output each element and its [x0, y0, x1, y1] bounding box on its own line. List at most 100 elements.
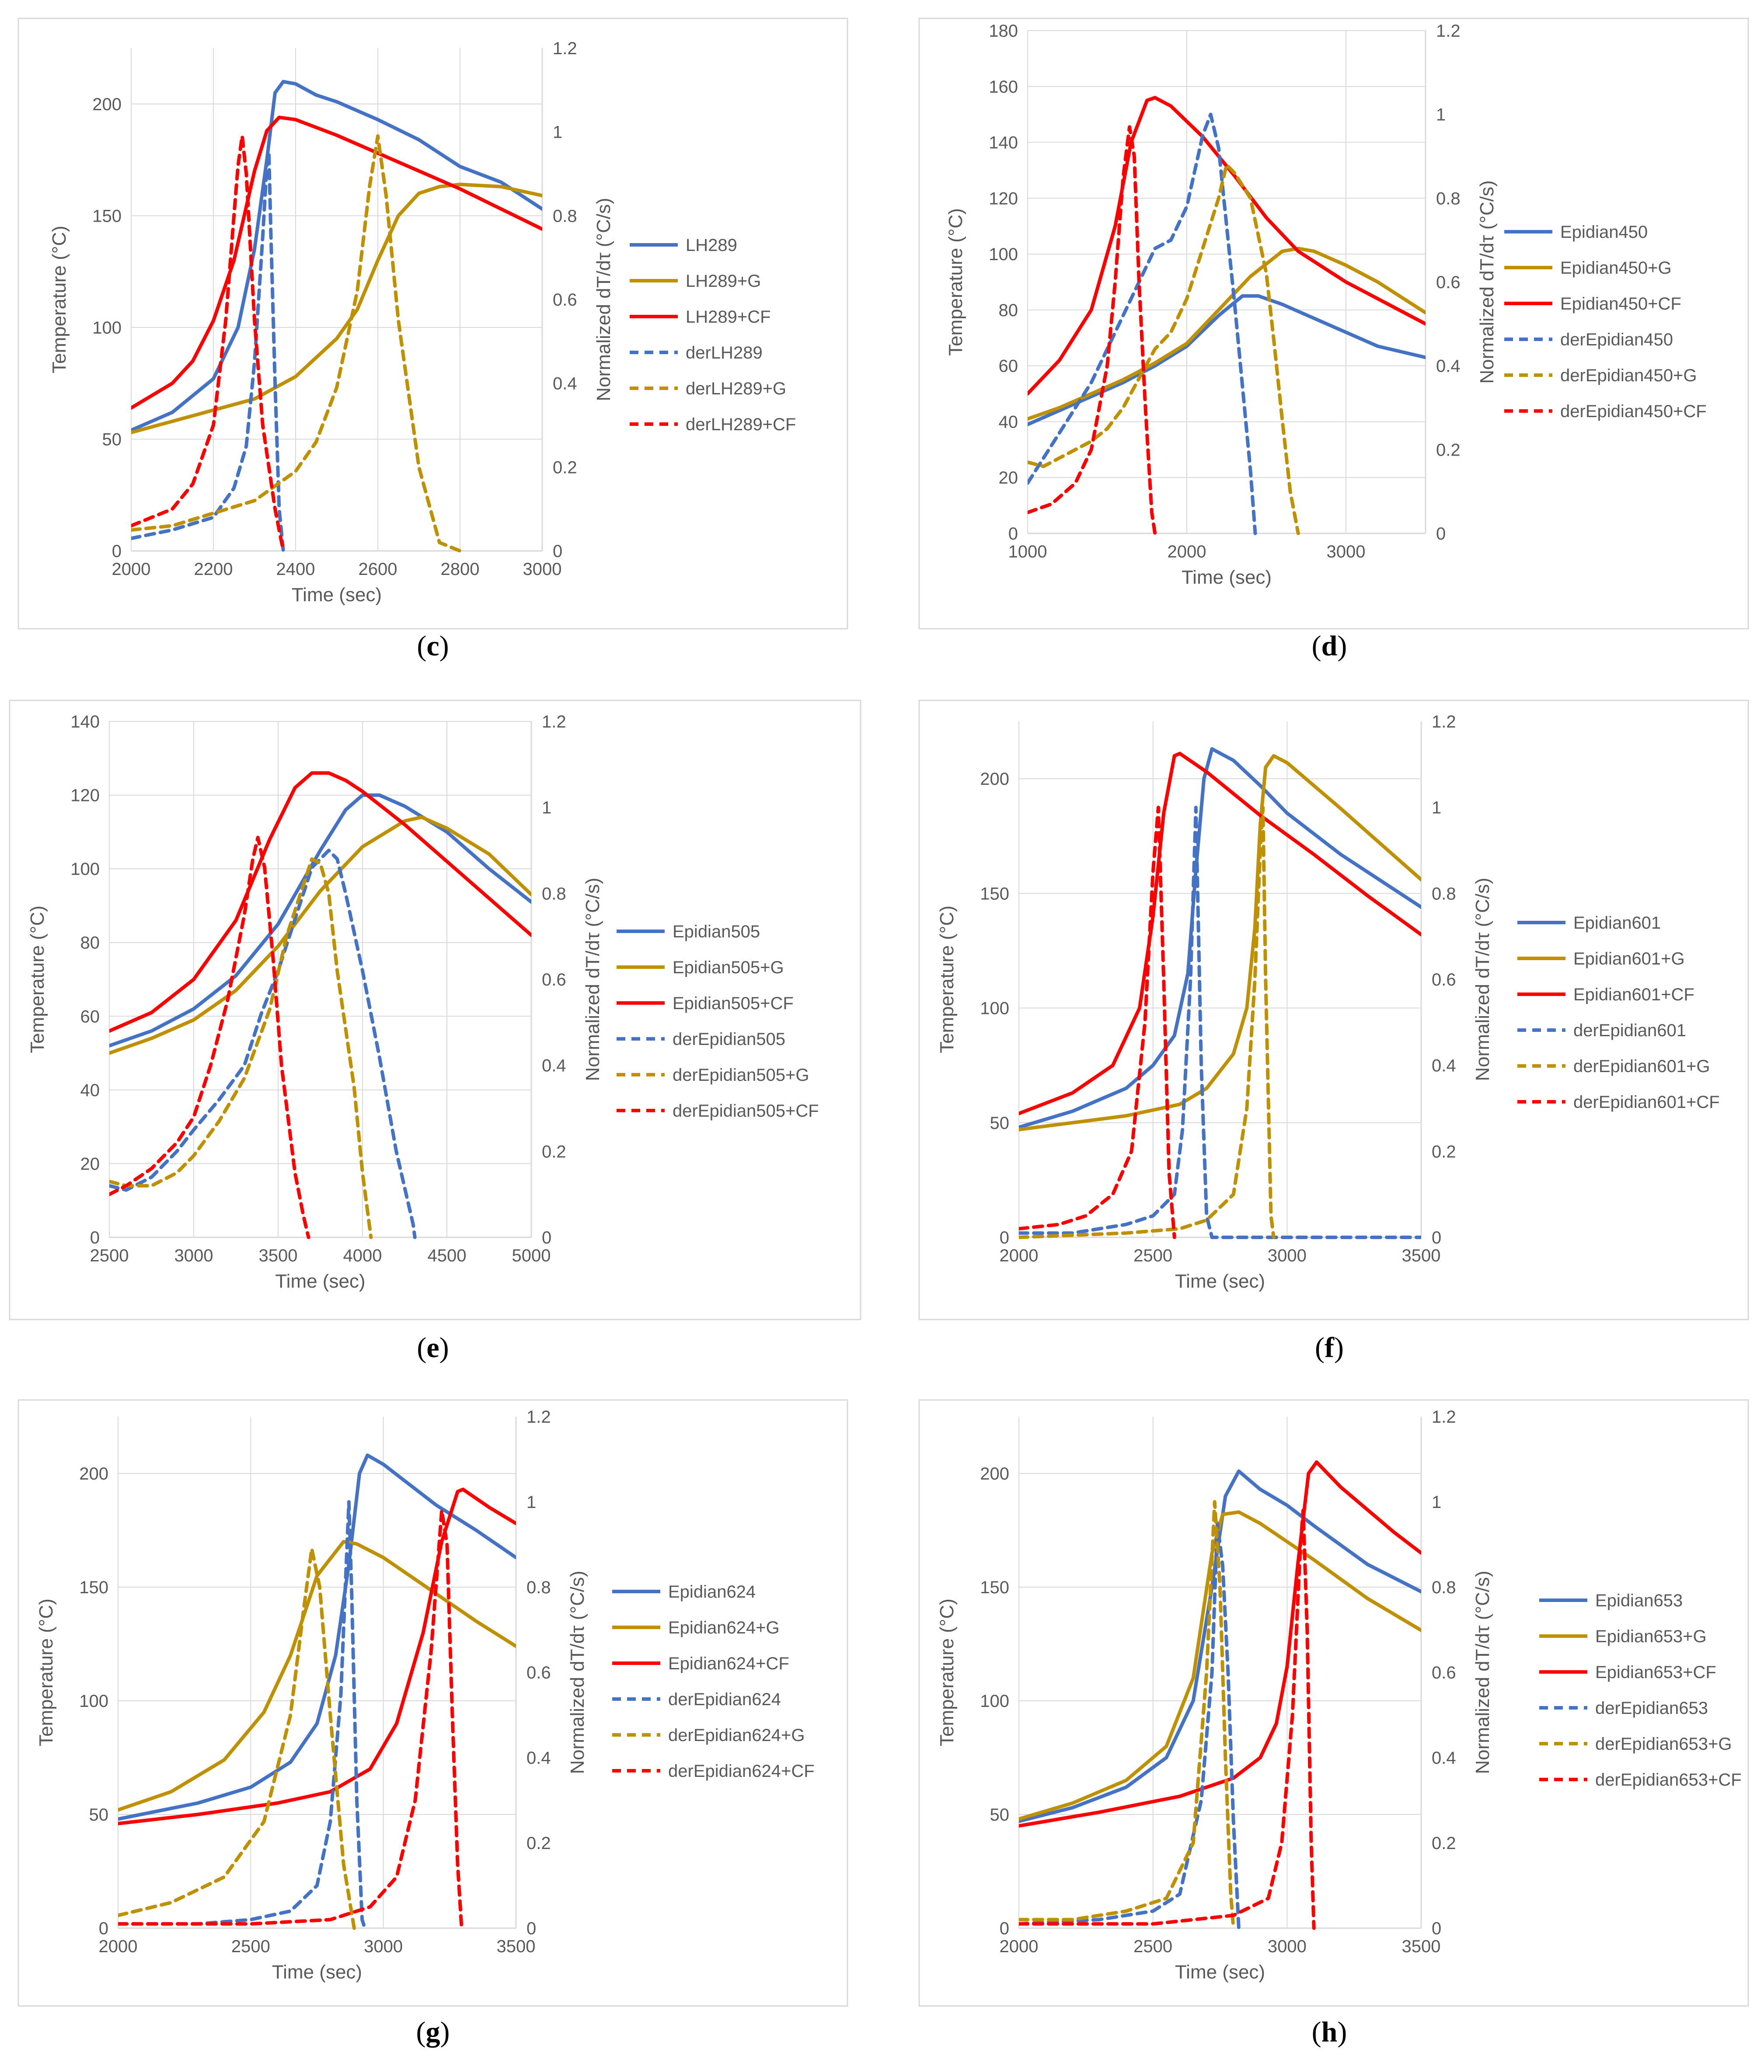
- y-tick-label: 100: [70, 860, 100, 879]
- y-tick-label: 150: [92, 206, 122, 226]
- y-tick-label: 0: [1008, 524, 1018, 543]
- y2-tick-label: 0.8: [1432, 884, 1456, 903]
- y-axis-title: Temperature (°C): [945, 208, 966, 356]
- series-line-Epidian653+G: [1019, 1510, 1421, 1821]
- series-line-Epidian653+CF: [1019, 1460, 1421, 1828]
- y2-tick-label: 0.2: [1432, 1834, 1456, 1853]
- legend-label: derEpidian505+CF: [673, 1101, 819, 1121]
- x-tick-label: 3000: [174, 1246, 213, 1265]
- y-tick-label: 0: [99, 1919, 108, 1938]
- y2-tick-label: 1: [1436, 105, 1446, 125]
- y2-tick-label: 1: [1432, 1493, 1441, 1512]
- y2-tick-label: 1: [553, 123, 562, 142]
- x-tick-label: 2800: [441, 560, 480, 579]
- series-line-derEpidian450+CF: [1028, 125, 1157, 535]
- y2-axis-title: Normalized dT/dτ (°C/s): [567, 1571, 588, 1774]
- y-tick-label: 50: [990, 1805, 1010, 1825]
- legend-label: derEpidian653+CF: [1595, 1770, 1742, 1790]
- legend-label: derEpidian450+G: [1560, 366, 1697, 385]
- x-tick-label: 3500: [1402, 1937, 1441, 1956]
- y-tick-label: 80: [80, 933, 100, 953]
- y-axis-title: Temperature (°C): [27, 905, 48, 1053]
- x-axis-title: Time (sec): [1175, 1961, 1265, 1983]
- y2-tick-label: 0.8: [1432, 1578, 1456, 1597]
- x-tick-label: 2500: [231, 1937, 270, 1956]
- x-tick-label: 2500: [1133, 1937, 1172, 1956]
- x-tick-label: 2500: [90, 1246, 129, 1265]
- y2-tick-label: 0: [1436, 524, 1446, 543]
- x-axis-title: Time (sec): [275, 1271, 365, 1292]
- x-tick-label: 3000: [1327, 542, 1366, 561]
- y2-tick-label: 1.2: [1436, 21, 1461, 41]
- y2-tick-label: 0.6: [542, 970, 566, 989]
- x-tick-label: 4000: [343, 1246, 382, 1265]
- legend-label: derEpidian624+G: [668, 1726, 805, 1745]
- y2-axis-title: Normalized dT/dτ (°C/s): [593, 198, 614, 401]
- y2-tick-label: 0.2: [542, 1142, 566, 1161]
- y-tick-label: 200: [92, 95, 122, 114]
- series-line-Epidian624+CF: [118, 1487, 516, 1825]
- y-tick-label: 150: [79, 1578, 108, 1597]
- x-tick-label: 3500: [1402, 1246, 1441, 1265]
- legend-label: derEpidian450+CF: [1560, 402, 1707, 421]
- legend-label: Epidian505+CF: [673, 994, 794, 1013]
- legend-label: derEpidian601: [1573, 1021, 1686, 1040]
- legend-label: derEpidian601+CF: [1573, 1093, 1720, 1112]
- legend-label: Epidian624+CF: [668, 1654, 789, 1673]
- y-tick-label: 50: [102, 430, 122, 449]
- series-line-LH289+CF: [131, 115, 542, 410]
- series-line-Epidian624: [118, 1453, 516, 1821]
- series-line-Epidian505: [109, 793, 531, 1048]
- chart-panel-g: 2000 2500 3000 3500 0 50 100 150 200 0 0.2 0.4 0.6 0.…: [17, 1399, 848, 2007]
- y-tick-label: 140: [989, 133, 1018, 153]
- y2-tick-label: 0: [542, 1228, 551, 1247]
- series-line-derEpidian601+G: [1019, 805, 1276, 1239]
- legend-label: Epidian505: [673, 922, 760, 941]
- series-line-derLH289+CF: [131, 134, 285, 553]
- y2-tick-label: 0.4: [1432, 1748, 1456, 1768]
- legend-label: derLH289: [686, 343, 763, 362]
- chart-c: 2000 2200 2400 2600 2800 300005010015020000.2…: [17, 17, 848, 630]
- series-line-Epidian450: [1028, 294, 1426, 426]
- legend-label: Epidian624+G: [668, 1618, 780, 1637]
- legend-label: Epidian653+G: [1595, 1627, 1707, 1646]
- y2-tick-label: 0: [526, 1919, 536, 1938]
- x-tick-label: 3000: [1268, 1246, 1307, 1265]
- chart-panel-e: 2500 3000 3500 4000 4500 5000 0 20 40 60 80 100 120 1…: [9, 700, 861, 1320]
- legend-label: derLH289+CF: [686, 415, 796, 434]
- y-axis-title: Temperature (°C): [49, 226, 70, 373]
- y2-tick-label: 0: [1432, 1228, 1441, 1247]
- y2-tick-label: 0.6: [553, 290, 577, 310]
- series-line-Epidian601: [1019, 747, 1421, 1129]
- legend-label: Epidian450: [1560, 223, 1648, 242]
- caption-c: (c): [417, 630, 449, 662]
- y-tick-label: 0: [1000, 1919, 1009, 1938]
- legend-label: Epidian450+CF: [1560, 294, 1681, 313]
- x-axis-title: Time (sec): [292, 584, 382, 606]
- x-axis-title: Time (sec): [1182, 567, 1272, 588]
- series-line-derLH289+G: [131, 134, 462, 553]
- x-tick-label: 2400: [276, 560, 315, 579]
- x-axis-title: Time (sec): [272, 1961, 362, 1983]
- caption-g: (g): [416, 2016, 450, 2048]
- y2-tick-label: 0.2: [1436, 440, 1461, 460]
- y-tick-label: 140: [70, 712, 100, 731]
- y2-tick-label: 1.2: [1432, 712, 1456, 731]
- chart-border: [17, 17, 848, 630]
- x-tick-label: 4500: [428, 1246, 467, 1265]
- legend-label: derEpidian653: [1595, 1699, 1708, 1718]
- y-tick-label: 0: [90, 1228, 100, 1247]
- legend-label: Epidian624: [668, 1582, 756, 1602]
- legend-label: Epidian450+G: [1560, 258, 1672, 278]
- y-axis-title: Temperature (°C): [936, 905, 958, 1053]
- legend-label: derEpidian450: [1560, 330, 1673, 349]
- x-tick-label: 2000: [1000, 1246, 1039, 1265]
- y2-tick-label: 1: [542, 798, 551, 818]
- chart-h: 2000 2500 3000 350005010015020000.20.40.60.…: [918, 1399, 1749, 2007]
- series-line-derEpidian624+CF: [118, 1508, 464, 1930]
- y2-tick-label: 0.8: [542, 884, 566, 903]
- y2-tick-label: 0: [1432, 1919, 1441, 1938]
- y-tick-label: 200: [79, 1464, 108, 1483]
- y2-tick-label: 0.2: [553, 458, 577, 477]
- y2-tick-label: 0.8: [553, 206, 577, 226]
